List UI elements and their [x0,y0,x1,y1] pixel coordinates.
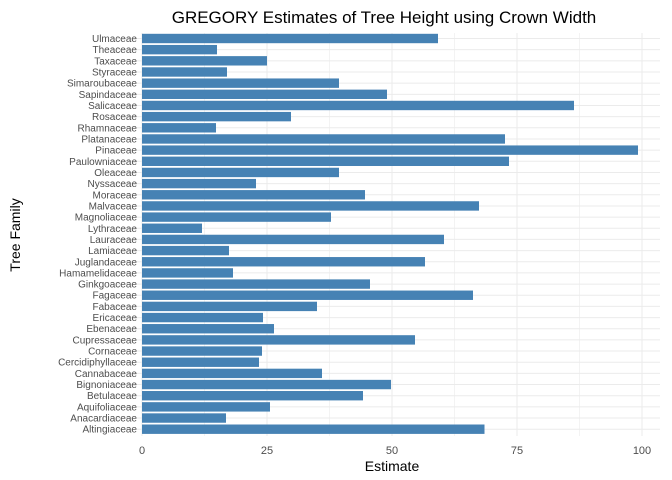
y-tick-label: Altingiaceae [83,425,138,436]
bar-fagaceae [142,290,473,300]
y-tick-label: Anacardiaceae [70,414,137,425]
y-tick-label: Cercidiphyllaceae [58,358,137,369]
bar-anacardiaceae [142,413,226,423]
y-axis-label: Tree Family [7,198,23,271]
bar-juglandaceae [142,257,425,267]
y-tick-label: Lythraceae [88,224,138,235]
y-tick-label: Theaceae [93,45,138,56]
y-tick-label: Ebenaceae [86,324,137,335]
y-tick-label: Cannabaceae [75,369,138,380]
bar-taxaceae [142,56,267,66]
y-tick-label: Paulowniaceae [69,157,137,168]
x-axis-label: Estimate [365,458,420,474]
y-tick-label: Hamamelidaceae [59,268,137,279]
y-tick-label: Oleaceae [94,168,137,179]
y-tick-label: Aquifoliaceae [77,402,137,413]
y-tick-label: Juglandaceae [75,257,138,268]
chart-title: GREGORY Estimates of Tree Height using C… [172,8,597,27]
bar-moraceae [142,190,365,200]
y-tick-label: Rhamnaceae [78,123,138,134]
y-tick-label: Ulmaceae [92,34,137,45]
bar-betulaceae [142,391,363,401]
bar-cercidiphyllaceae [142,357,259,367]
y-tick-label: Platanaceae [81,134,137,145]
y-tick-label: Simaroubaceae [67,79,137,90]
bar-salicaceae [142,100,574,111]
bar-nyssaceae [142,178,256,189]
x-tick-label: 100 [633,445,651,457]
bar-rhamnaceae [142,123,216,133]
y-tick-label: Ginkgoaceae [78,280,137,291]
bar-pinaceae [142,145,638,155]
bar-aquifoliaceae [142,402,270,412]
bar-styraceae [142,67,227,77]
bar-cornaceae [142,346,262,356]
bar-ericaceae [142,312,263,323]
y-tick-label: Salicaceae [88,101,137,112]
y-tick-label: Nyssaceae [88,179,138,190]
y-tick-label: Sapindaceae [79,90,138,101]
bar-ulmaceae [142,33,438,44]
bar-oleaceae [142,167,339,178]
x-tick-label: 25 [261,445,273,457]
x-tick-label: 50 [386,445,398,457]
y-tick-label: Rosaceae [92,112,137,123]
bar-altingiaceae [142,424,485,434]
bar-hamamelidaceae [142,268,233,278]
bar-cupressaceae [142,335,415,345]
y-tick-label: Fabaceae [93,302,138,313]
y-tick-label: Moraceae [93,190,138,201]
bar-platanaceae [142,134,505,144]
bar-rosaceae [142,111,291,122]
y-tick-label: Cornaceae [88,347,137,358]
bar-magnoliaceae [142,212,331,222]
bar-lythraceae [142,223,202,233]
bar-ginkgoaceae [142,279,370,289]
y-tick-label: Malvaceae [89,201,138,212]
bar-lauraceae [142,234,444,245]
bar-fabaceae [142,301,317,312]
y-tick-label: Magnoliaceae [75,213,138,224]
y-tick-label: Fagaceae [93,291,138,302]
y-tick-label: Lamiaceae [88,246,137,257]
bar-lamiaceae [142,245,229,256]
y-tick-label: Bignoniaceae [76,380,137,391]
y-tick-label: Betulaceae [87,391,137,402]
x-tick-label: 75 [511,445,523,457]
bar-theaceae [142,44,217,55]
bar-cannabaceae [142,368,322,379]
y-tick-label: Cupressaceae [73,335,138,346]
y-tick-label: Styraceae [92,67,137,78]
bar-ebenaceae [142,324,274,334]
bar-sapindaceae [142,89,387,100]
y-tick-label: Lauraceae [90,235,138,246]
bar-paulowniaceae [142,156,509,166]
bar-malvaceae [142,201,479,211]
x-tick-label: 0 [139,445,145,457]
y-tick-label: Taxaceae [94,56,137,67]
bar-bignoniaceae [142,379,391,390]
y-tick-label: Ericaceae [93,313,138,324]
y-tick-label: Pinaceae [95,146,137,157]
bar-simaroubaceae [142,78,339,88]
